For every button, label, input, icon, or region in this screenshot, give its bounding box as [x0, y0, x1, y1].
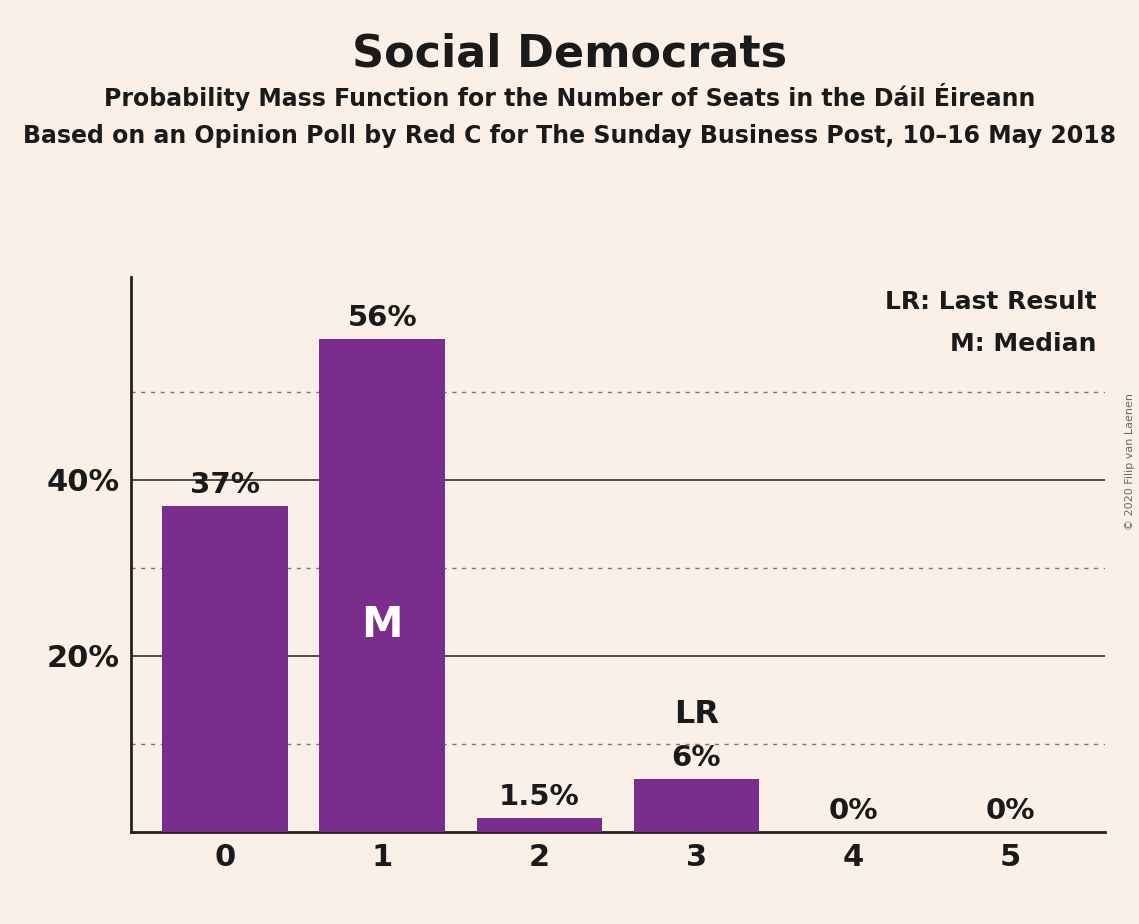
Bar	[163, 506, 288, 832]
Text: 1.5%: 1.5%	[499, 784, 580, 811]
Text: M: M	[361, 603, 403, 646]
Text: © 2020 Filip van Laenen: © 2020 Filip van Laenen	[1125, 394, 1134, 530]
Text: LR: Last Result: LR: Last Result	[885, 290, 1097, 314]
Text: LR: LR	[674, 699, 719, 730]
Text: Based on an Opinion Poll by Red C for The Sunday Business Post, 10–16 May 2018: Based on an Opinion Poll by Red C for Th…	[23, 124, 1116, 148]
Text: M: Median: M: Median	[950, 332, 1097, 356]
Text: Social Democrats: Social Democrats	[352, 32, 787, 76]
Text: 0%: 0%	[986, 796, 1035, 824]
Text: 56%: 56%	[347, 304, 417, 332]
Text: 37%: 37%	[190, 471, 260, 499]
Bar	[633, 779, 760, 832]
Bar	[476, 819, 603, 832]
Text: Probability Mass Function for the Number of Seats in the Dáil Éireann: Probability Mass Function for the Number…	[104, 83, 1035, 111]
Bar	[319, 339, 445, 832]
Text: 0%: 0%	[829, 796, 878, 824]
Text: 6%: 6%	[672, 744, 721, 772]
